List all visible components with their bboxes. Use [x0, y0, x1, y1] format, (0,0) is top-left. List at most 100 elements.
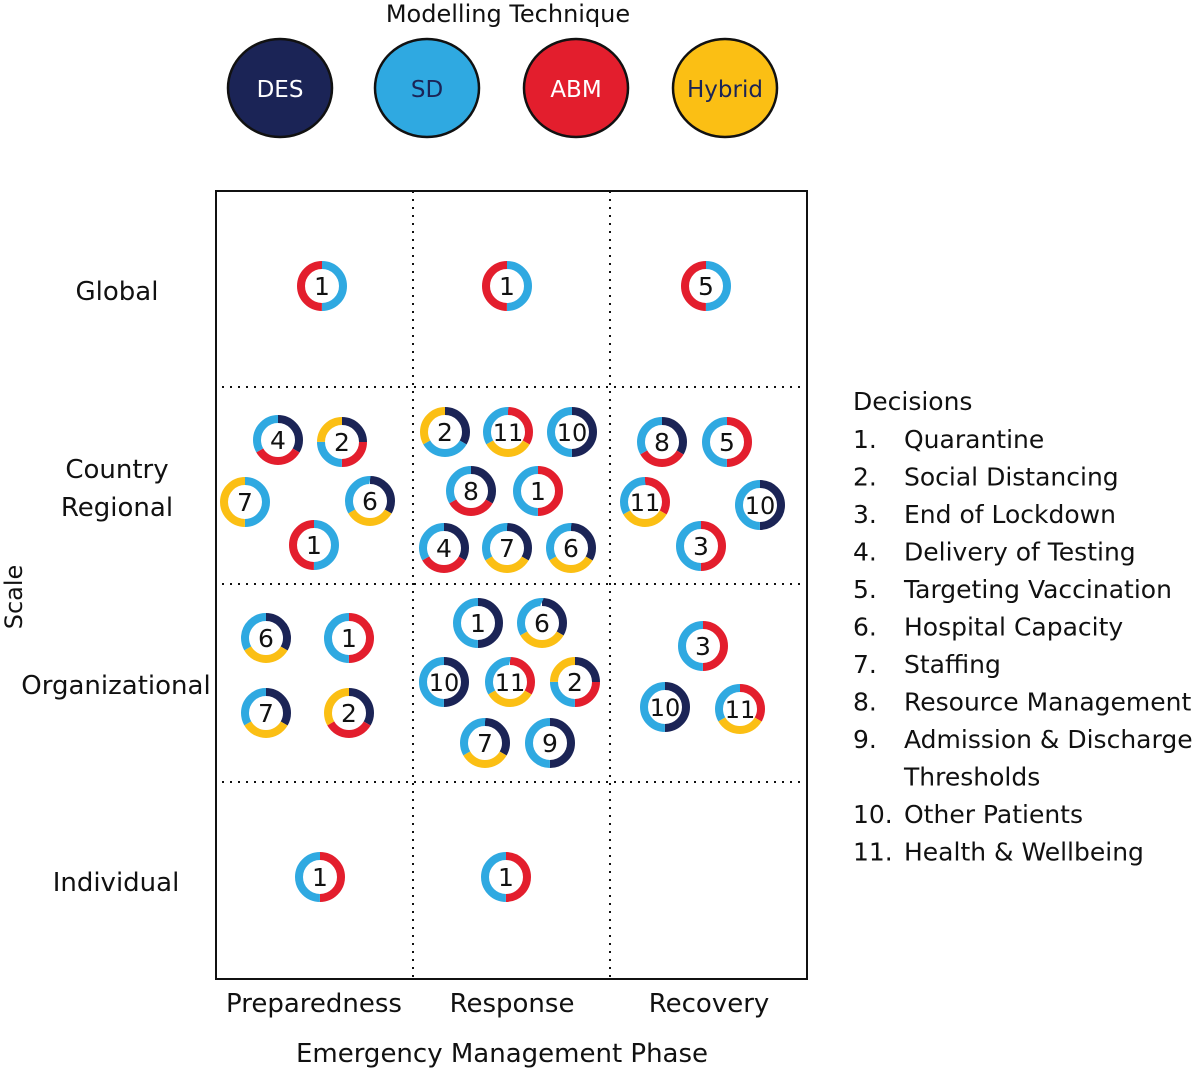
- marker-label: 1: [470, 609, 486, 638]
- ring-segment-hybrid: [546, 523, 596, 573]
- ring-segment-abm: [419, 523, 469, 573]
- y-axis-title: Scale: [0, 565, 28, 630]
- decisions-list: 1. Quarantine 2. Social Distancing 3. End of …: [853, 425, 1193, 867]
- ring-segment-sd: [482, 523, 532, 573]
- study-marker-organizational-recovery-3: 3: [677, 620, 729, 672]
- ring-segment-sd: [483, 407, 533, 457]
- legend-title: Modelling Technique: [386, 0, 630, 28]
- decision-number: 5.: [853, 575, 877, 604]
- study-marker-organizational-response-1: 1: [452, 597, 504, 649]
- ring-segment-sd: [640, 682, 690, 732]
- ring-segment-sd: [678, 621, 728, 671]
- ring-segment-sd: [513, 466, 563, 516]
- decision-item-1: 1. Quarantine: [853, 425, 1044, 454]
- study-marker-global-recovery-5: 5: [680, 260, 732, 312]
- ring-segment-sd: [715, 684, 765, 734]
- ring-segment-sd: [637, 417, 687, 467]
- decision-number: 10.: [853, 800, 893, 829]
- legend-item-hybrid: Hybrid: [671, 37, 779, 139]
- row-label-country-regional-line1: Country: [65, 455, 168, 485]
- ring-segment-abm: [482, 261, 532, 311]
- decision-number: 4.: [853, 538, 877, 567]
- decision-text: Social Distancing: [904, 463, 1119, 492]
- marker-label: 7: [477, 729, 493, 758]
- marker-label: 2: [341, 699, 357, 728]
- ring-segment-sd: [481, 852, 531, 902]
- marker-label: 11: [495, 669, 526, 697]
- ring-segment-sd: [460, 718, 510, 768]
- ring-segment-sd: [546, 523, 596, 573]
- decisions-title: Decisions: [853, 387, 972, 416]
- marker-label: 7: [237, 488, 253, 517]
- study-marker-organizational-preparedness-2: 2: [323, 687, 375, 739]
- study-marker-country-regional-response-11: 11: [482, 406, 534, 458]
- decision-text: End of Lockdown: [904, 500, 1116, 529]
- marker-label: 1: [498, 863, 514, 892]
- marker-label: 10: [557, 419, 588, 447]
- ring-segment-hybrid: [241, 688, 291, 738]
- marker-label: 5: [698, 272, 714, 301]
- ring-segment-sd: [317, 417, 367, 467]
- ring-segment-sd: [241, 613, 291, 663]
- marker-label: 11: [725, 696, 756, 724]
- legend-label-abm: ABM: [550, 77, 601, 103]
- decision-number: 1.: [853, 425, 877, 454]
- legend-label-sd: SD: [411, 77, 443, 103]
- study-marker-country-regional-response-1: 1: [512, 465, 564, 517]
- marker-label: 2: [567, 668, 583, 697]
- study-marker-organizational-response-10: 10: [418, 656, 470, 708]
- ring-segment-sd: [345, 476, 395, 526]
- ring-segment-sd: [485, 657, 535, 707]
- decision-item-6: 6. Hospital Capacity: [853, 613, 1123, 642]
- ring-segment-sd: [420, 407, 470, 457]
- ring-segment-hybrid: [483, 407, 533, 457]
- study-marker-global-response-1: 1: [481, 260, 533, 312]
- decision-number: 7.: [853, 650, 877, 679]
- study-marker-organizational-preparedness-1: 1: [323, 612, 375, 664]
- ring-segment-sd: [419, 523, 469, 573]
- marker-label: 9: [542, 729, 558, 758]
- legend-circles: DES SD ABM Hybrid: [226, 37, 779, 139]
- marker-label: 3: [695, 632, 711, 661]
- marker-label: 2: [437, 418, 453, 447]
- grid-frame: [215, 190, 808, 980]
- decision-item-7: 7. Staffing: [853, 650, 1001, 679]
- ring-segment-hybrid: [460, 718, 510, 768]
- ring-segment-abm: [681, 261, 731, 311]
- study-marker-country-regional-preparedness-6: 6: [344, 475, 396, 527]
- marker-label: 7: [499, 534, 515, 563]
- legend-label-des: DES: [257, 77, 304, 103]
- study-marker-organizational-recovery-11: 11: [714, 683, 766, 735]
- marker-label: 3: [693, 532, 709, 561]
- marker-label: 4: [270, 426, 286, 455]
- marker-label: 10: [650, 694, 681, 722]
- row-label-country-regional: Country Regional: [61, 455, 173, 523]
- ring-segment-hybrid: [220, 477, 270, 527]
- ring-segment-abm: [289, 520, 339, 570]
- study-marker-country-regional-response-4: 4: [418, 522, 470, 574]
- marker-label: 8: [463, 477, 479, 506]
- study-marker-individual-preparedness-1: 1: [294, 851, 346, 903]
- ring-segment-sd: [453, 598, 503, 648]
- decision-number: 9.: [853, 725, 877, 754]
- marker-label: 1: [314, 272, 330, 301]
- legend-swatch-hybrid: [671, 37, 779, 139]
- ring-segment-hybrid: [345, 476, 395, 526]
- ring-segment-abm: [446, 466, 496, 516]
- ring-segment-hybrid: [241, 613, 291, 663]
- ring-segment-sd: [241, 688, 291, 738]
- study-marker-organizational-recovery-10: 10: [639, 681, 691, 733]
- decision-item-5: 5. Targeting Vaccination: [853, 575, 1172, 604]
- decision-number: 11.: [853, 838, 893, 867]
- row-label-country-regional-line2: Regional: [61, 493, 173, 523]
- marker-label: 6: [534, 609, 550, 638]
- decision-item-11: 11. Health & Wellbeing: [853, 838, 1144, 867]
- marker-label: 10: [745, 492, 776, 520]
- legend-label-hybrid: Hybrid: [687, 77, 763, 103]
- column-label-response: Response: [450, 989, 575, 1019]
- ring-segment-hybrid: [517, 598, 567, 648]
- legend-swatch-sd: [373, 37, 481, 139]
- legend-item-des: DES: [226, 37, 334, 139]
- marker-label: 2: [334, 428, 350, 457]
- column-label-preparedness: Preparedness: [226, 989, 402, 1019]
